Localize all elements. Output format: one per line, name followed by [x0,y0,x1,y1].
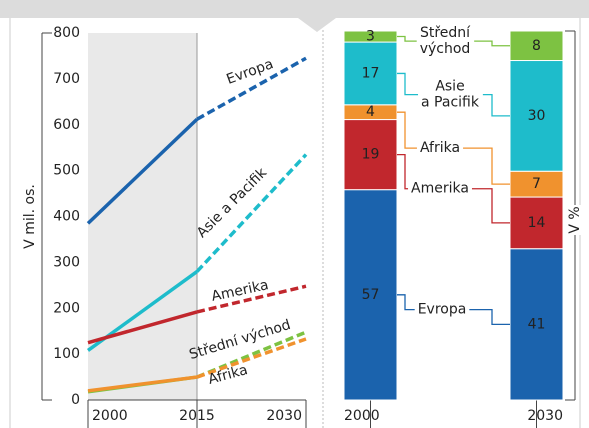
series-label: Střední východ [420,25,471,57]
series-label: Afrika [207,362,250,388]
connector [469,308,510,326]
history-shade [88,33,197,400]
y-tick-label: 600 [53,117,80,133]
x-tick-label: 2030 [527,408,563,424]
series-label: Evropa [418,302,467,318]
y-tick-label: 100 [53,346,80,362]
connector [397,111,417,149]
x-tick-label: 2030 [266,408,302,424]
data-label: 7 [532,176,541,192]
y-tick-label: 300 [53,254,80,270]
y-tick-label: 200 [53,300,80,316]
connector [463,147,510,185]
y-tick-label: 400 [53,209,80,225]
line-dashed [196,337,307,379]
data-label: 17 [362,65,380,81]
data-label: 19 [362,147,380,163]
line-solid [86,117,199,225]
y-tick-label: 500 [53,163,80,179]
line-solid [87,375,198,393]
connector [482,94,510,117]
series-label: Afrika [420,140,460,156]
bar-segment [509,60,564,172]
y-tick-label: 700 [53,71,80,87]
y-axis-label: V % [567,206,583,233]
y-axis-label: V mil. os. [22,184,38,249]
x-tick-label: 2015 [179,408,215,424]
x-tick-label: 2000 [344,408,380,424]
connector [397,35,417,42]
header-notch [298,18,336,32]
bar-segment [343,119,398,191]
line-solid [87,310,198,345]
data-label: 41 [528,316,546,332]
y-label-bg [568,205,582,235]
data-label: 57 [362,287,380,303]
bar-segment [343,41,398,106]
line-dashed [196,284,307,314]
connector [474,40,510,47]
bar-segment [509,196,564,250]
y-tick-label: 800 [53,25,80,41]
header-band [0,0,589,18]
y-tick-label: 0 [71,392,80,408]
series-label: Asie a Pacifik [194,164,271,241]
line-dashed [195,153,308,273]
series-label: Amerika [210,277,270,305]
connector [471,188,510,224]
series-label: Střední východ [187,317,292,363]
line-dashed [196,56,307,121]
connector [397,153,409,190]
connector [397,72,419,96]
series-label: Asie a Pacifik [421,79,480,111]
data-label: 4 [366,104,375,120]
data-label: 3 [366,29,375,45]
bar-segment [509,170,564,198]
series-label: Evropa [224,56,275,88]
data-label: 30 [528,108,546,124]
x-tick-label: 2000 [92,408,128,424]
data-label: 14 [528,215,546,231]
series-label: Amerika [411,181,469,197]
connector [397,294,415,311]
data-label: 8 [532,38,541,54]
bar-segment [509,248,564,401]
